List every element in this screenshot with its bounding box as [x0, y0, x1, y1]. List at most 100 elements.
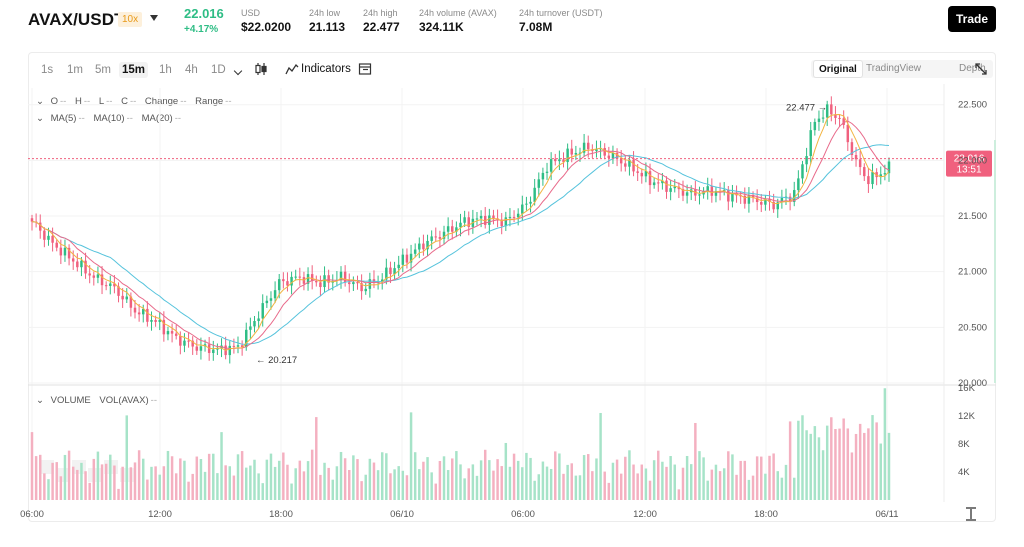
candle — [109, 283, 112, 286]
volume-bar — [479, 460, 483, 500]
timeframe-1s[interactable]: 1s — [41, 64, 54, 76]
timeframe-1d[interactable]: 1D — [211, 64, 226, 76]
timeframe-1h[interactable]: 1h — [159, 64, 172, 76]
candle — [418, 243, 421, 250]
axis-reset-icon[interactable] — [966, 507, 976, 521]
price-tick-label: 22.000 — [958, 155, 987, 166]
volume-bar — [574, 475, 578, 500]
volume-bar — [615, 459, 619, 500]
volume-bar — [702, 457, 705, 500]
volume-bar — [405, 475, 409, 500]
ma20-line — [31, 144, 890, 345]
candle — [30, 218, 34, 222]
candle — [125, 296, 129, 300]
candle — [611, 152, 615, 158]
volume-bar — [364, 474, 367, 500]
volume-bar — [500, 466, 503, 500]
volume-bar — [249, 465, 252, 500]
view-original[interactable]: Original — [813, 60, 863, 78]
template-icon[interactable] — [358, 62, 372, 76]
candle — [434, 236, 438, 238]
candle — [834, 114, 837, 118]
candle — [805, 156, 808, 165]
candle — [253, 321, 256, 327]
fullscreen-icon[interactable] — [974, 62, 988, 76]
timeframe-4h[interactable]: 4h — [185, 64, 198, 76]
candle — [183, 340, 186, 346]
candle — [170, 331, 174, 334]
candlestick-icon[interactable] — [254, 62, 268, 76]
view-tradingview[interactable]: TradingView — [866, 63, 922, 74]
candle — [154, 319, 157, 322]
candle — [47, 235, 50, 240]
volume-bar — [125, 415, 129, 500]
candle — [113, 283, 116, 287]
timeframe-1m[interactable]: 1m — [67, 64, 83, 76]
volume-bar — [356, 459, 359, 500]
candle — [657, 182, 660, 184]
candle — [343, 271, 347, 283]
candle — [492, 215, 495, 219]
timeframe-15m[interactable]: 15m — [119, 62, 149, 78]
candle — [607, 155, 611, 158]
volume-bar — [628, 450, 631, 500]
candle — [277, 279, 281, 291]
candle — [55, 242, 58, 248]
indicators-button[interactable]: Indicators — [301, 63, 351, 75]
pair-name[interactable]: AVAX/USDT — [28, 10, 125, 29]
volume-bar — [245, 467, 248, 500]
volume-bar — [595, 458, 598, 500]
ma10-line — [31, 120, 890, 349]
candle — [356, 282, 359, 284]
candle — [397, 264, 400, 269]
candle — [578, 152, 582, 154]
time-tick-label: 18:00 — [754, 509, 778, 520]
volume-bar — [648, 480, 652, 500]
timeframe-5m[interactable]: 5m — [95, 64, 111, 76]
candle — [294, 276, 297, 278]
volume-bar — [739, 460, 742, 500]
volume-bar — [413, 452, 417, 500]
candle — [483, 215, 487, 225]
candle — [545, 171, 549, 173]
view-depth[interactable]: Depth — [959, 63, 986, 74]
candle — [475, 218, 479, 220]
candle — [88, 273, 91, 276]
candle — [245, 329, 248, 348]
chevron-down-icon[interactable] — [150, 15, 158, 21]
volume-bar — [743, 460, 747, 500]
volume-bar — [166, 450, 170, 500]
volume-bar — [508, 466, 512, 500]
candle — [389, 267, 392, 275]
time-tick-label: 06:00 — [511, 509, 535, 520]
volume-bar — [397, 466, 400, 500]
candle — [488, 215, 491, 225]
volume-bar — [376, 470, 380, 500]
candle — [760, 202, 763, 205]
volume-bar — [368, 458, 372, 500]
candle — [817, 118, 821, 122]
ticker-header: AVAX/USDT 10x 22.016 +4.17% USD $22.0200… — [0, 0, 1024, 48]
volume-bar — [706, 480, 709, 500]
candle — [298, 276, 302, 278]
candle — [636, 171, 639, 173]
volume-bar — [591, 471, 594, 500]
price-tick-label: 22.500 — [958, 100, 987, 111]
volume-bar — [170, 456, 174, 500]
trade-button[interactable]: Trade — [948, 6, 996, 32]
volume-bar — [483, 449, 487, 500]
candle — [772, 201, 775, 210]
candle — [595, 149, 598, 152]
candle — [158, 319, 161, 322]
stat-24h-volume: 24h volume (AVAX) 324.11K — [419, 8, 497, 34]
candle — [104, 285, 108, 287]
price-tick-label: 21.500 — [958, 211, 987, 222]
volume-bar — [59, 476, 63, 500]
candle — [236, 345, 240, 347]
candle — [570, 148, 573, 155]
candle — [619, 158, 623, 164]
candle — [764, 199, 767, 205]
volume-bar — [792, 477, 796, 500]
indicators-icon[interactable] — [285, 62, 299, 76]
